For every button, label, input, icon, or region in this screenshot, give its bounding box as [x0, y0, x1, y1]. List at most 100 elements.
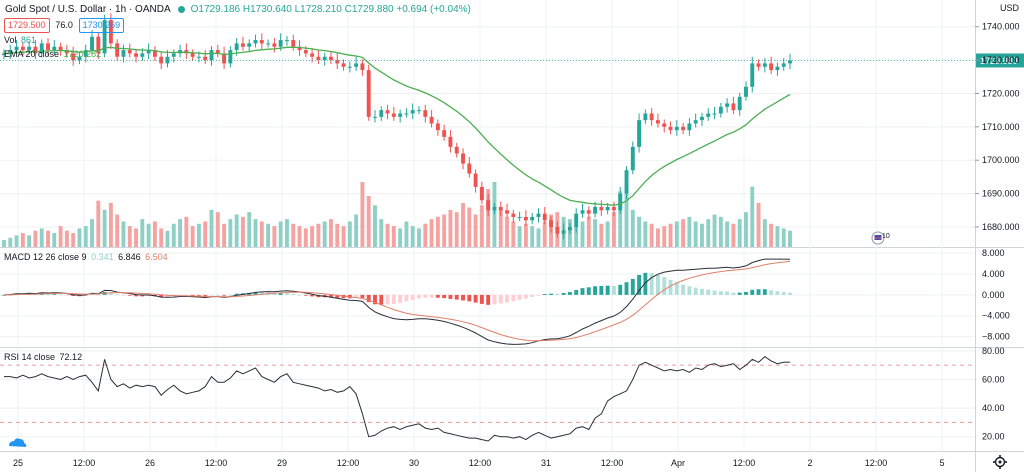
candle-body[interactable]	[33, 46, 38, 54]
candle-body[interactable]	[668, 126, 673, 131]
candle-body[interactable]	[725, 103, 730, 107]
candle-body[interactable]	[247, 43, 252, 47]
candle-body[interactable]	[461, 153, 465, 164]
candle-body[interactable]	[140, 53, 145, 57]
time-tick-label[interactable]: 12:00	[337, 458, 360, 468]
candle-body[interactable]	[115, 43, 120, 57]
candle-body[interactable]	[322, 56, 327, 61]
candle-body[interactable]	[335, 60, 340, 64]
settings-gear-icon[interactable]	[993, 455, 1007, 469]
price-tick-label[interactable]: 1740.000	[982, 22, 1020, 32]
candle-body[interactable]	[134, 53, 138, 57]
time-tick-label[interactable]: 12:00	[205, 458, 228, 468]
candle-body[interactable]	[555, 226, 560, 234]
time-tick-label[interactable]: 12:00	[733, 458, 756, 468]
candle-body[interactable]	[530, 216, 535, 221]
time-tick-label[interactable]: 31	[541, 458, 551, 468]
candle-body[interactable]	[253, 40, 258, 44]
candle-body[interactable]	[291, 40, 296, 47]
candle-body[interactable]	[624, 170, 629, 194]
candle-body[interactable]	[2, 53, 6, 56]
price-tick-label[interactable]: 1730.000	[982, 55, 1020, 65]
candle-body[interactable]	[310, 53, 315, 57]
time-tick-label[interactable]: 29	[277, 458, 287, 468]
candle-body[interactable]	[234, 43, 239, 51]
candle-body[interactable]	[278, 40, 283, 47]
candle-body[interactable]	[574, 213, 579, 227]
candle-body[interactable]	[788, 60, 792, 64]
rsi-tick-label[interactable]: 20.00	[982, 432, 1005, 442]
candle-body[interactable]	[385, 110, 390, 114]
ema-legend[interactable]: EMA 20 close 1720.282	[4, 49, 101, 59]
candle-body[interactable]	[448, 136, 453, 147]
candle-body[interactable]	[303, 50, 308, 54]
candle-body[interactable]	[618, 193, 623, 211]
candle-body[interactable]	[593, 206, 598, 214]
candle-body[interactable]	[700, 116, 704, 121]
candle-body[interactable]	[706, 113, 711, 117]
candle-body[interactable]	[486, 200, 491, 211]
candle-body[interactable]	[222, 53, 227, 64]
candle-body[interactable]	[693, 120, 698, 124]
candle-body[interactable]	[605, 206, 610, 211]
candle-body[interactable]	[360, 63, 365, 71]
candle-body[interactable]	[435, 123, 440, 131]
candle-body[interactable]	[146, 50, 151, 54]
candle-body[interactable]	[127, 50, 132, 54]
macd-tick-label[interactable]: 8.000	[982, 248, 1005, 258]
candle-body[interactable]	[58, 46, 63, 51]
candle-body[interactable]	[580, 210, 585, 214]
axis-layer[interactable]: 25 12:00 26 12:00 29 12:00 30 12:00 31 12:00 Apr 12…	[13, 22, 1020, 468]
candle-body[interactable]	[473, 173, 478, 187]
candle-body[interactable]	[373, 116, 377, 118]
candle-body[interactable]	[366, 70, 371, 117]
time-tick-label[interactable]: 12:00	[865, 458, 888, 468]
candle-body[interactable]	[14, 46, 19, 51]
time-tick-label[interactable]: 5	[939, 458, 944, 468]
candle-body[interactable]	[46, 43, 50, 51]
candle-body[interactable]	[297, 46, 302, 51]
candle-body[interactable]	[77, 56, 82, 61]
time-tick-label[interactable]: 12:00	[73, 458, 96, 468]
event-flag-icon[interactable]	[871, 231, 885, 245]
time-tick-label[interactable]: 12:00	[601, 458, 624, 468]
candle-body[interactable]	[391, 113, 396, 117]
candle-body[interactable]	[196, 56, 201, 58]
candle-body[interactable]	[108, 20, 113, 44]
candle-body[interactable]	[781, 63, 786, 67]
candle-body[interactable]	[505, 210, 509, 214]
candle-body[interactable]	[479, 186, 484, 201]
bid-button[interactable]: 1729.500	[4, 18, 50, 33]
candle-body[interactable]	[228, 50, 233, 64]
price-tick-label[interactable]: 1690.000	[982, 189, 1020, 199]
candle-body[interactable]	[215, 50, 220, 54]
candle-body[interactable]	[316, 56, 321, 61]
candle-body[interactable]	[159, 56, 164, 64]
candle-body[interactable]	[379, 110, 384, 117]
macd-tick-label[interactable]: 0.000	[982, 290, 1005, 300]
macd-tick-label[interactable]: −8.000	[982, 332, 1010, 342]
rsi-tick-label[interactable]: 60.00	[982, 374, 1005, 384]
price-tick-label[interactable]: 1680.000	[982, 222, 1020, 232]
candle-body[interactable]	[523, 216, 528, 221]
candle-body[interactable]	[511, 213, 516, 217]
candle-body[interactable]	[492, 206, 497, 211]
candle-body[interactable]	[567, 226, 572, 231]
candle-body[interactable]	[517, 216, 522, 218]
candle-body[interactable]	[599, 206, 604, 211]
candle-body[interactable]	[347, 66, 352, 68]
candle-body[interactable]	[71, 53, 76, 61]
time-tick-label[interactable]: 26	[145, 458, 155, 468]
candle-body[interactable]	[203, 56, 208, 61]
candle-body[interactable]	[20, 46, 25, 51]
candle-body[interactable]	[190, 53, 195, 57]
candle-body[interactable]	[498, 206, 503, 211]
candle-body[interactable]	[410, 110, 415, 114]
candle-body[interactable]	[681, 126, 686, 131]
bid-ask-legend[interactable]: 1729.500 76.0 1730.269	[4, 18, 125, 33]
candle-body[interactable]	[643, 113, 648, 121]
candle-body[interactable]	[656, 120, 660, 124]
time-tick-label[interactable]: 30	[409, 458, 419, 468]
candle-body[interactable]	[272, 43, 277, 47]
